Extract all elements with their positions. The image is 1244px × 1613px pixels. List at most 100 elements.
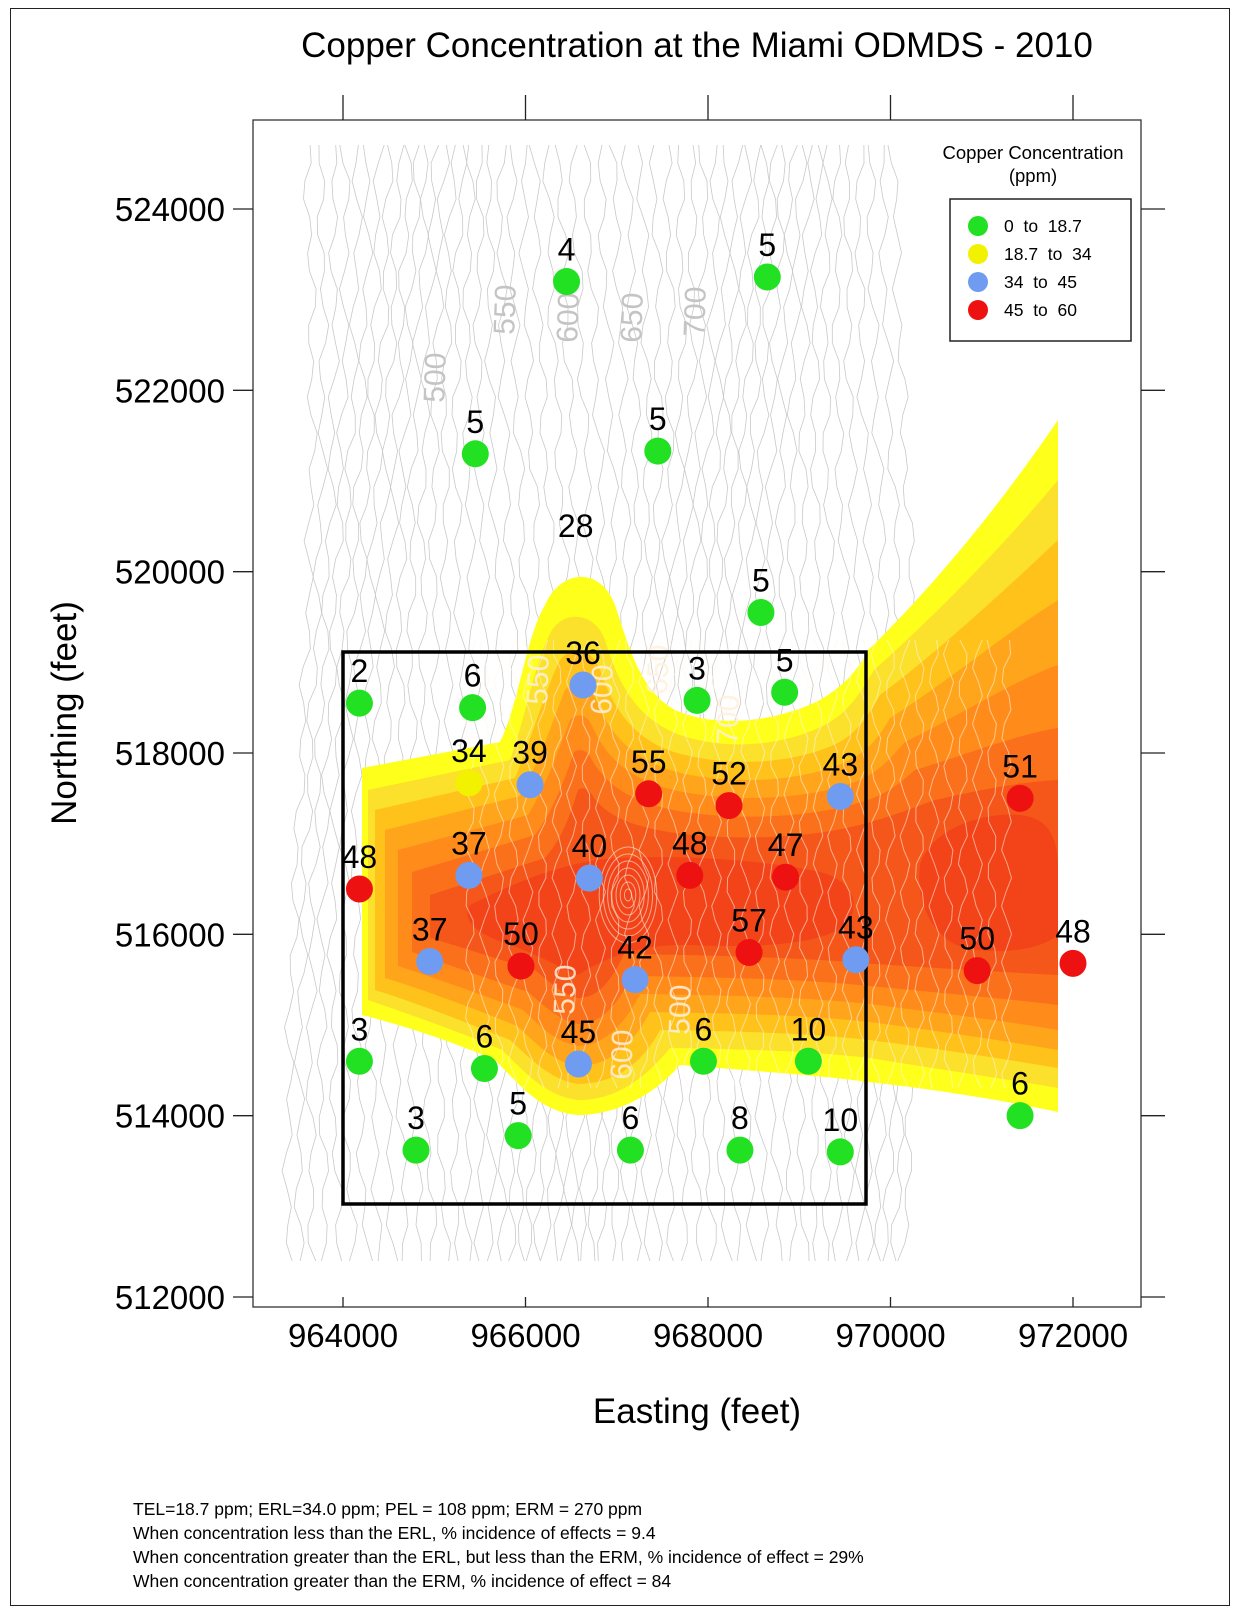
figure-frame <box>10 8 1230 1606</box>
legend: Copper Concentration (ppm) 0 to 18.7 18.7… <box>943 142 1132 342</box>
note-line: When concentration greater than the ERM,… <box>133 1571 672 1591</box>
bathymetry-contour-line <box>598 846 658 944</box>
depth-contour-label: 700 <box>711 694 746 745</box>
sample-station-marker <box>455 861 483 889</box>
sample-station-marker <box>345 689 373 717</box>
y-tick-label: 512000 <box>115 1279 225 1316</box>
sample-station-marker <box>635 780 663 808</box>
sample-station-marker <box>455 769 483 797</box>
sample-station-value: 2 <box>351 653 369 689</box>
sample-station-value: 5 <box>649 401 667 437</box>
bathymetry-contour-line <box>710 639 723 1089</box>
sample-station-marker <box>842 946 870 974</box>
sample-station-marker <box>459 694 487 722</box>
sample-station-value: 10 <box>823 1102 859 1138</box>
sample-station-value: 45 <box>561 1014 597 1050</box>
bathymetry-contour-line <box>537 639 548 1089</box>
bathymetry-contour-line <box>764 144 798 1262</box>
sample-station-value: 57 <box>731 902 767 938</box>
legend-label: 45 to 60 <box>1004 300 1077 320</box>
concentration-band <box>919 814 1058 952</box>
y-tick-label: 524000 <box>115 191 225 228</box>
sample-station-value: 37 <box>451 825 487 861</box>
sample-station-value: 43 <box>823 747 859 783</box>
sample-station-marker <box>676 861 704 889</box>
sample-station-value: 5 <box>509 1086 527 1122</box>
bathymetry-contour-line <box>602 853 654 937</box>
sample-station-value: 40 <box>572 828 608 864</box>
bathymetry-contour-line <box>623 888 633 902</box>
bathymetry-contour-line <box>754 639 766 1089</box>
sample-station-marker <box>575 864 603 892</box>
sample-station-value: 36 <box>565 635 601 671</box>
bathymetry-contour-line <box>428 144 460 1262</box>
sample-station-marker <box>504 1122 532 1150</box>
sample-station-value: 8 <box>731 1100 749 1136</box>
sample-station-value: 42 <box>617 930 653 966</box>
bathymetry-contour-line <box>696 639 708 1089</box>
bathymetry-contour-line <box>623 639 636 1089</box>
bathymetry-contour-line <box>522 639 534 1089</box>
bathymetry-contour-line <box>395 144 424 1262</box>
depth-contour-label: 650 <box>615 292 650 343</box>
bathymetry-contour-line <box>841 639 853 1089</box>
x-tick-label: 964000 <box>288 1317 398 1354</box>
y-tick-label: 514000 <box>115 1098 225 1135</box>
legend-label: 34 to 45 <box>1004 272 1077 292</box>
bathymetry-contour-line <box>986 639 998 1089</box>
sample-station-marker <box>553 268 581 296</box>
bathymetry-contour-line <box>305 144 340 1262</box>
note-line: When concentration less than the ERL, % … <box>133 1523 656 1543</box>
sample-station-marker <box>416 948 444 976</box>
sample-station-marker <box>345 875 373 903</box>
bathymetry-contour-line <box>472 144 509 1262</box>
sample-station-value: 55 <box>631 744 667 780</box>
depth-contour-label: 550 <box>488 284 523 335</box>
chart-title: Copper Concentration at the Miami ODMDS … <box>301 26 1093 65</box>
bathymetry-contour-line <box>594 639 607 1089</box>
sample-station-marker <box>753 263 781 291</box>
sample-station-marker <box>569 671 597 699</box>
bathymetry-contour-line <box>899 639 911 1089</box>
sample-station-marker <box>345 1047 373 1075</box>
x-tick-label: 966000 <box>470 1317 580 1354</box>
sample-station-value: 5 <box>466 404 484 440</box>
bathymetry-contour-line <box>417 144 451 1262</box>
depth-contour-label: 700 <box>678 286 713 337</box>
bathymetry-contour-line <box>914 639 925 1089</box>
bathymetry-contour-line <box>580 639 592 1089</box>
bathymetry-contour-line <box>316 144 351 1262</box>
bathymetry-contour-line <box>884 639 897 1089</box>
sample-station-marker <box>564 1050 592 1078</box>
legend-subtitle: (ppm) <box>1009 165 1057 186</box>
sample-station-value: 3 <box>688 650 706 686</box>
y-axis-label: Northing (feet) <box>45 601 84 825</box>
bathymetry-contour-line <box>928 639 940 1089</box>
bathymetry-contour-line <box>638 639 650 1089</box>
y-tick-label: 518000 <box>115 735 225 772</box>
plot-area-border <box>252 119 1142 1308</box>
legend-label: 0 to 18.7 <box>1004 216 1082 236</box>
bathymetry-contour-line <box>667 639 679 1089</box>
sample-station-value: 10 <box>791 1011 827 1047</box>
bathymetry-contour-line <box>371 144 405 1262</box>
sample-station-marker <box>507 952 535 980</box>
bathymetry-contour-line <box>565 639 578 1089</box>
y-tick-label: 520000 <box>115 554 225 591</box>
bathymetry-contour-line <box>383 144 413 1262</box>
bathymetry-contour-line <box>826 639 839 1089</box>
sample-station-value: 5 <box>758 227 776 263</box>
sample-station-value: 39 <box>512 735 548 771</box>
bathymetry-contour-line <box>739 639 752 1089</box>
sample-station-value: 47 <box>768 827 804 863</box>
sample-station-marker <box>715 792 743 820</box>
legend-marker <box>968 244 988 264</box>
concentration-plume <box>362 420 1058 1115</box>
bathymetry-contour-line <box>870 639 882 1089</box>
bathymetry-contour-line <box>753 144 784 1262</box>
depth-contour-label: 500 <box>418 352 453 403</box>
sample-station-value: 48 <box>342 839 378 875</box>
bathymetry-contour-line <box>619 881 637 909</box>
bathymetry-contour-line <box>719 144 753 1262</box>
